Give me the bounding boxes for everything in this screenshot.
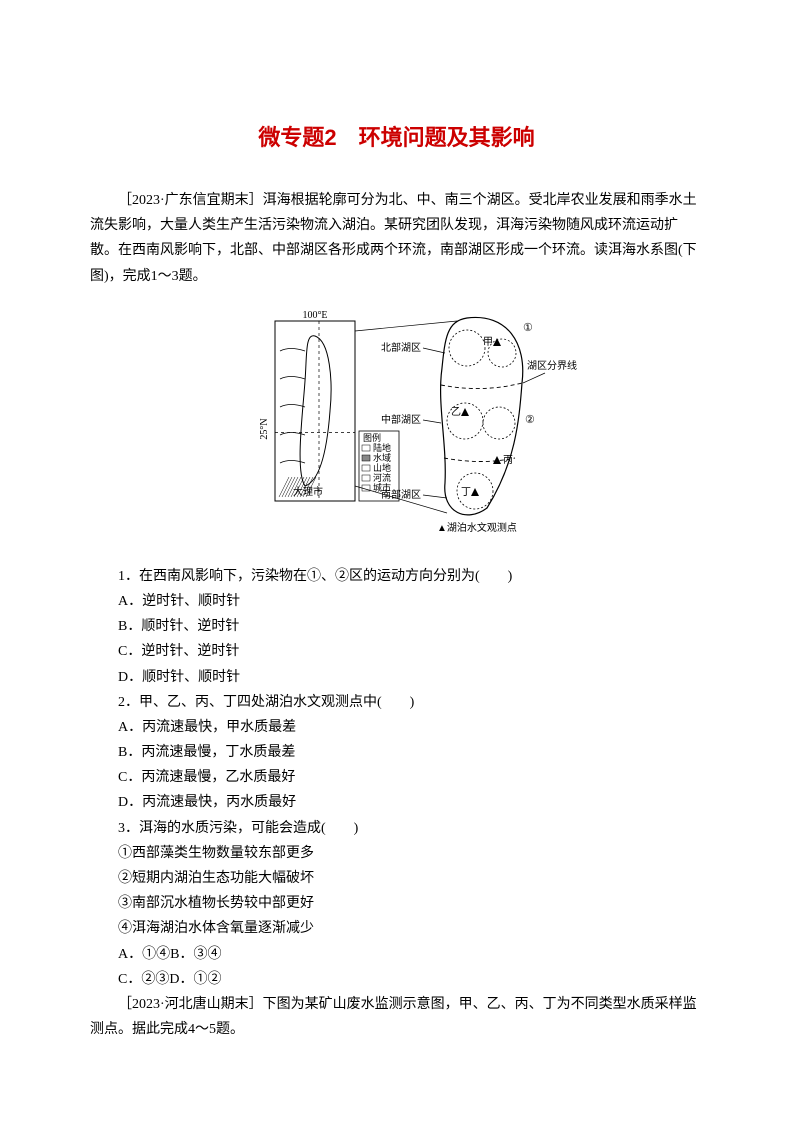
svg-text:①: ① — [523, 322, 533, 334]
q3-sub-3: ③南部沉水植物长势较中部更好 — [90, 891, 703, 916]
q3-sub-1: ①西部藻类生物数量较东部更多 — [90, 841, 703, 866]
svg-text:中部湖区: 中部湖区 — [381, 413, 421, 426]
svg-text:湖区分界线: 湖区分界线 — [527, 359, 577, 372]
svg-text:大理市: 大理市 — [293, 485, 323, 498]
svg-text:水域: 水域 — [373, 452, 391, 463]
svg-text:北部湖区: 北部湖区 — [381, 341, 421, 354]
svg-text:100°E: 100°E — [302, 310, 327, 321]
q1-opt-b: B．顺时针、逆时针 — [90, 614, 703, 639]
q1-opt-d: D．顺时针、顺时针 — [90, 665, 703, 690]
svg-text:陆地: 陆地 — [373, 442, 391, 453]
q1-opt-c: C．逆时针、逆时针 — [90, 639, 703, 664]
q3-opt-ab: A．①④B．③④ — [90, 942, 703, 967]
svg-text:南部湖区: 南部湖区 — [381, 488, 421, 501]
intro-paragraph: ［2023·广东信宜期末］洱海根据轮廓可分为北、中、南三个湖区。受北岸农业发展和… — [90, 188, 703, 289]
svg-text:图例: 图例 — [363, 432, 381, 443]
q2-stem: 2．甲、乙、丙、丁四处湖泊水文观测点中( ) — [90, 690, 703, 715]
svg-text:②: ② — [525, 414, 535, 426]
q3-sub-2: ②短期内湖泊生态功能大幅破坏 — [90, 866, 703, 891]
svg-text:河流: 河流 — [373, 472, 391, 483]
intro2-paragraph: ［2023·河北唐山期末］下图为某矿山废水监测示意图，甲、乙、丙、丁为不同类型水… — [90, 992, 703, 1042]
svg-text:25°N: 25°N — [259, 418, 270, 439]
q3-opt-cd: C．②③D．①② — [90, 967, 703, 992]
svg-text:山地: 山地 — [373, 462, 391, 473]
q1-opt-a: A．逆时针、顺时针 — [90, 589, 703, 614]
svg-text:▲湖泊水文观测点: ▲湖泊水文观测点 — [437, 521, 517, 534]
q2-opt-d: D．丙流速最快，丙水质最好 — [90, 790, 703, 815]
q2-opt-b: B．丙流速最慢，丁水质最差 — [90, 740, 703, 765]
q2-opt-c: C．丙流速最慢，乙水质最好 — [90, 765, 703, 790]
svg-text:丙: 丙 — [503, 455, 513, 466]
q1-stem: 1．在西南风影响下，污染物在①、②区的运动方向分别为( ) — [90, 564, 703, 589]
figure-erhai-map: 100°E25°N大理市图例陆地水域山地河流城市①②甲乙丙丁北部湖区中部湖区南部… — [90, 303, 703, 548]
svg-text:甲: 甲 — [483, 337, 493, 348]
q3-sub-4: ④洱海湖泊水体含氧量逐渐减少 — [90, 916, 703, 941]
svg-text:丁: 丁 — [461, 487, 471, 498]
q2-opt-a: A．丙流速最快，甲水质最差 — [90, 715, 703, 740]
page-title: 微专题2 环境问题及其影响 — [90, 120, 703, 152]
q3-stem: 3．洱海的水质污染，可能会造成( ) — [90, 816, 703, 841]
erhai-svg: 100°E25°N大理市图例陆地水域山地河流城市①②甲乙丙丁北部湖区中部湖区南部… — [217, 303, 577, 543]
svg-text:乙: 乙 — [451, 406, 461, 418]
